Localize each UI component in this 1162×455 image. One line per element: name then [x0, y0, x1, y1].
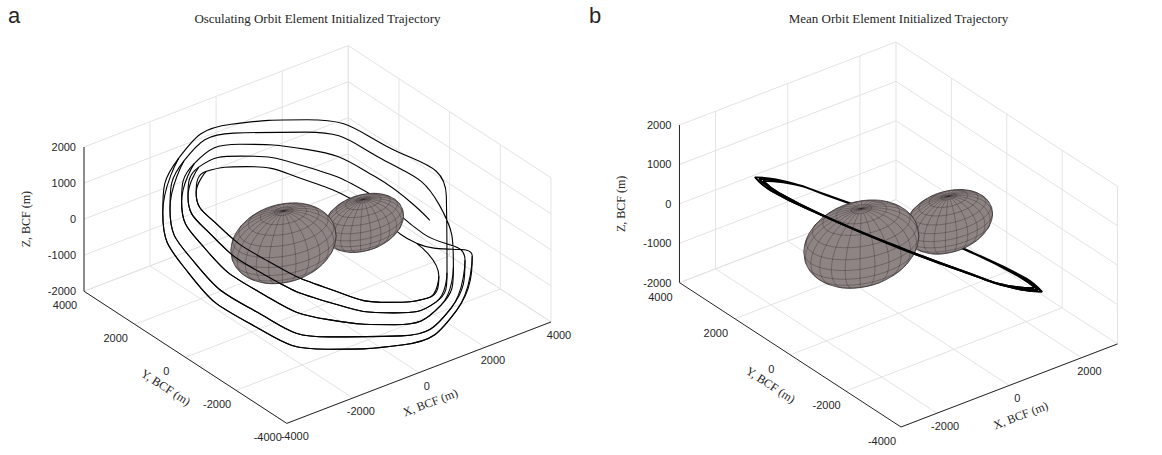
svg-text:1000: 1000 [647, 158, 671, 170]
svg-text:Z, BCF (m): Z, BCF (m) [614, 176, 628, 232]
svg-text:b: b [589, 3, 601, 28]
svg-text:2000: 2000 [481, 354, 505, 366]
svg-text:2000: 2000 [52, 141, 76, 153]
svg-text:X, BCF (m): X, BCF (m) [991, 398, 1050, 432]
svg-text:Osculating Orbit Element Initi: Osculating Orbit Element Initialized Tra… [194, 11, 441, 26]
svg-text:2000: 2000 [1077, 365, 1101, 377]
svg-text:4000: 4000 [648, 291, 672, 303]
svg-text:-2000: -2000 [203, 398, 231, 410]
svg-text:-2000: -2000 [48, 285, 76, 297]
svg-text:0: 0 [768, 363, 774, 375]
svg-text:Y, BCF (m): Y, BCF (m) [138, 366, 193, 408]
svg-text:-4000: -4000 [254, 431, 282, 443]
svg-text:Mean Orbit Element Initialized: Mean Orbit Element Initialized Trajector… [789, 11, 1009, 26]
svg-text:Z, BCF (m): Z, BCF (m) [19, 191, 33, 247]
svg-text:0: 0 [70, 213, 76, 225]
svg-text:-2000: -2000 [813, 399, 841, 411]
svg-text:0: 0 [424, 380, 430, 392]
svg-text:-2000: -2000 [643, 277, 671, 289]
svg-text:1000: 1000 [52, 177, 76, 189]
svg-text:a: a [8, 3, 21, 28]
svg-text:0: 0 [163, 365, 169, 377]
svg-text:-4000: -4000 [868, 435, 896, 447]
svg-text:-1000: -1000 [48, 249, 76, 261]
svg-text:4000: 4000 [53, 299, 77, 311]
svg-text:-2000: -2000 [931, 420, 959, 432]
svg-text:0: 0 [665, 198, 671, 210]
svg-text:-1000: -1000 [643, 237, 671, 249]
svg-text:-2000: -2000 [347, 405, 375, 417]
svg-text:0: 0 [1014, 392, 1020, 404]
svg-text:4000: 4000 [547, 329, 571, 341]
svg-text:2000: 2000 [103, 332, 127, 344]
svg-text:2000: 2000 [647, 119, 671, 131]
svg-text:-4000: -4000 [281, 430, 309, 442]
svg-text:2000: 2000 [704, 327, 728, 339]
svg-text:Y, BCF (m): Y, BCF (m) [743, 364, 798, 406]
svg-text:X, BCF (m): X, BCF (m) [401, 386, 460, 420]
